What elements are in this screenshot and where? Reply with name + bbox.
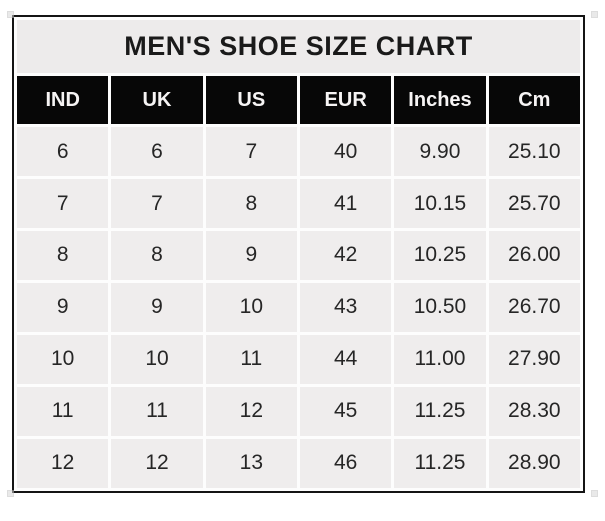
table-cell: 11.25 [394, 438, 486, 488]
table-cell: 25.10 [488, 127, 580, 177]
table-cell: 6 [17, 127, 109, 177]
column-header-ind: IND [17, 76, 109, 125]
table-cell: 11 [111, 386, 203, 436]
table-cell: 10 [17, 334, 109, 384]
table-cell: 12 [111, 438, 203, 488]
table-cell: 8 [205, 179, 297, 228]
table-cell: 42 [299, 231, 392, 280]
table-cell: 41 [299, 179, 392, 228]
column-header-eur: EUR [299, 76, 392, 125]
header-row: IND UK US EUR Inches Cm [17, 76, 580, 125]
table-cell: 9 [205, 231, 297, 280]
selection-handle-bottom-right[interactable] [591, 490, 598, 497]
table-cell: 45 [299, 386, 392, 436]
table-cell: 6 [111, 127, 203, 177]
table-cell: 10.50 [394, 282, 486, 332]
table-cell: 7 [205, 127, 297, 177]
table-cell: 44 [299, 334, 392, 384]
table-cell: 10 [111, 334, 203, 384]
table-cell: 10.25 [394, 231, 486, 280]
selection-handle-top-left[interactable] [7, 11, 14, 18]
table-cell: 26.00 [488, 231, 580, 280]
table-cell: 27.90 [488, 334, 580, 384]
table-cell: 12 [17, 438, 109, 488]
title-row: MEN'S SHOE SIZE CHART [17, 20, 580, 74]
shoe-size-chart-table: MEN'S SHOE SIZE CHART IND UK US EUR Inch… [12, 15, 585, 493]
table-row: 10 10 11 44 11.00 27.90 [17, 334, 580, 384]
table-cell: 11.25 [394, 386, 486, 436]
table-row: 8 8 9 42 10.25 26.00 [17, 231, 580, 280]
table-cell: 8 [111, 231, 203, 280]
table-cell: 9 [111, 282, 203, 332]
table-cell: 25.70 [488, 179, 580, 228]
column-header-cm: Cm [488, 76, 580, 125]
table-cell: 11 [205, 334, 297, 384]
table-cell: 28.90 [488, 438, 580, 488]
table-cell: 8 [17, 231, 109, 280]
table-cell: 28.30 [488, 386, 580, 436]
table-cell: 7 [17, 179, 109, 228]
selection-handle-top-right[interactable] [591, 11, 598, 18]
table-row: 12 12 13 46 11.25 28.90 [17, 438, 580, 488]
table-cell: 13 [205, 438, 297, 488]
table-cell: 11 [17, 386, 109, 436]
chart-title: MEN'S SHOE SIZE CHART [17, 20, 580, 74]
table-cell: 46 [299, 438, 392, 488]
column-header-uk: UK [111, 76, 203, 125]
column-header-inches: Inches [394, 76, 486, 125]
table-cell: 7 [111, 179, 203, 228]
table-cell: 40 [299, 127, 392, 177]
table-row: 7 7 8 41 10.15 25.70 [17, 179, 580, 228]
table-row: 6 6 7 40 9.90 25.10 [17, 127, 580, 177]
table-cell: 43 [299, 282, 392, 332]
table-cell: 9 [17, 282, 109, 332]
table-row: 11 11 12 45 11.25 28.30 [17, 386, 580, 436]
table-cell: 10.15 [394, 179, 486, 228]
table-cell: 9.90 [394, 127, 486, 177]
table-cell: 26.70 [488, 282, 580, 332]
table-row: 9 9 10 43 10.50 26.70 [17, 282, 580, 332]
column-header-us: US [205, 76, 297, 125]
table-cell: 12 [205, 386, 297, 436]
table-cell: 10 [205, 282, 297, 332]
table-cell: 11.00 [394, 334, 486, 384]
selection-handle-bottom-left[interactable] [7, 490, 14, 497]
